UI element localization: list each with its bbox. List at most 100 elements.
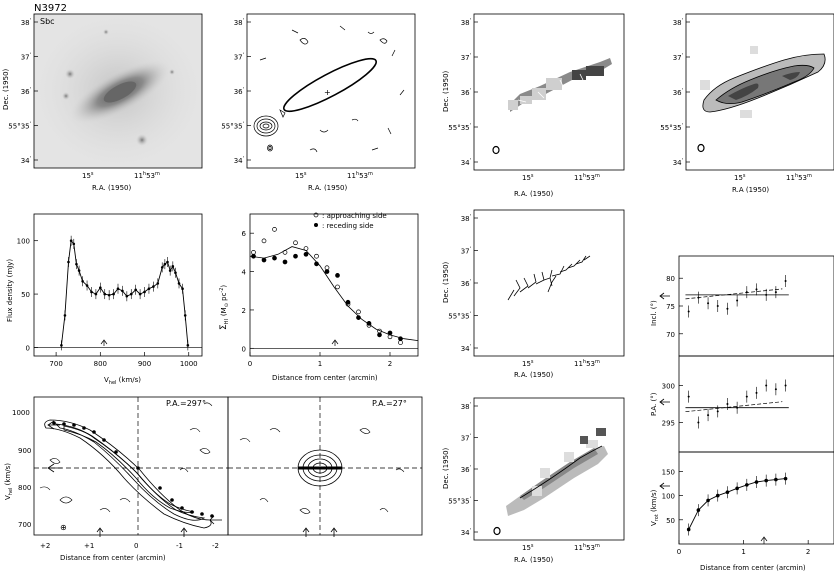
dec-tick-sec: '	[470, 497, 471, 503]
dec-tick-min: 34	[461, 345, 470, 353]
svg-text:1000: 1000	[12, 409, 30, 417]
dec-tick-label: 36'	[234, 87, 244, 96]
x-tick-label: 900	[138, 360, 151, 368]
ra-tick-main: 11	[134, 172, 143, 180]
y-tick-label: 50	[666, 517, 675, 525]
position-angle-point	[745, 395, 748, 398]
profile-point	[112, 292, 115, 296]
profile-point	[163, 262, 167, 266]
pv-major-pa-label: P.A.=297°	[166, 399, 206, 408]
approaching-point	[314, 253, 319, 259]
profile-point	[143, 290, 146, 294]
dec-tick-label: 34'	[461, 344, 471, 353]
x-tick-label: 800	[94, 360, 107, 368]
profile-point	[171, 265, 175, 268]
position-angle-point	[707, 414, 710, 417]
position-angle-point	[736, 406, 739, 409]
dec-axis-label: Dec. (1950)	[2, 68, 10, 110]
rotation-point	[715, 493, 720, 498]
profile-point	[174, 271, 177, 275]
x-tick-label: 0	[677, 548, 681, 556]
dec-tick-sec: '	[470, 88, 471, 94]
profile-point	[69, 239, 73, 242]
dec-tick-min: 35	[21, 123, 30, 131]
dec-tick-min: 38	[461, 19, 470, 27]
sky-map-labels: 38'37'36'55°35'34'Dec. (1950)15s 11h53m38…	[2, 18, 812, 564]
dec-tick-label: 36'	[461, 465, 471, 474]
dec-axis-label: Dec. (1950)	[442, 261, 450, 303]
dec-tick-min: 35	[461, 124, 470, 132]
panel-surface-density: 0 1 2 0 2 4 6 : approaching side : receding si…	[219, 212, 419, 382]
pv-major-xticks: +2 +1 0 -1 -2	[40, 542, 219, 550]
dec-tick-label: 38'	[461, 214, 471, 223]
dec-tick-label: 55°35'	[448, 123, 471, 132]
dec-tick-label: 36'	[21, 87, 31, 96]
dec-tick-sec: '	[682, 18, 683, 24]
dec-tick-sec: '	[470, 465, 471, 471]
ra-tick-label: 11h53m	[574, 173, 600, 182]
legend-filled-marker	[314, 223, 318, 227]
ra-tick-main: 15	[522, 544, 531, 552]
dec-tick-min: 35	[461, 313, 470, 321]
svg-text:900: 900	[18, 447, 31, 455]
dec-tick-sec: '	[30, 122, 31, 128]
dec-tick-sec: '	[682, 123, 683, 129]
panel-inclination: 70 75 80 Incl. (°)	[650, 255, 834, 357]
panel-tilted-ring	[473, 209, 625, 357]
dec-tick-label: 55°35'	[8, 122, 31, 131]
profile-point	[138, 292, 142, 296]
dec-tick-min: 34	[21, 157, 30, 165]
inclination-point	[774, 291, 777, 294]
dec-tick-min: 36	[673, 89, 682, 97]
x-tick-label: 2	[806, 548, 810, 556]
ra-axis-label: R.A. (1950)	[514, 190, 554, 198]
profile-point	[181, 287, 184, 291]
dec-tick-sec: '	[470, 402, 471, 408]
profile-point	[60, 344, 63, 347]
y-tick-label: 4	[242, 269, 247, 277]
receding-point	[366, 321, 372, 326]
y-tick-label: 100	[662, 493, 675, 501]
dec-tick-min: 35	[673, 124, 682, 132]
ra-tick-sup: h	[356, 171, 359, 177]
x-tick-label: 700	[49, 360, 62, 368]
x-tick-label: 1000	[180, 360, 198, 368]
dec-tick-label: 38'	[21, 18, 31, 27]
profile-point	[67, 260, 70, 264]
ra-tick-main: 53	[798, 174, 807, 182]
dec-tick-sec: '	[470, 214, 471, 220]
dec-tick-min: 35	[461, 498, 470, 506]
dec-tick-label: 38'	[461, 18, 471, 27]
distance-axis-label-vr: Distance from center (arcmin)	[700, 564, 806, 572]
vrot-axis-label: Vrot (km/s)	[650, 489, 660, 526]
dec-tick-sec: '	[470, 123, 471, 129]
dec-tick-min: 36	[461, 466, 470, 474]
profile-point	[77, 269, 81, 272]
profile-point	[81, 279, 84, 283]
ra-tick-sup: h	[583, 543, 586, 549]
dec-tick-label: 34'	[461, 158, 471, 167]
dec-tick-label: 37'	[461, 53, 471, 62]
profile-point	[168, 269, 172, 272]
ra-axis-label-2: R.A. (1950)	[308, 184, 348, 192]
panel-position-angle: 295 300 P.A. (°)	[650, 355, 834, 453]
dec-tick-label: 37'	[21, 53, 31, 62]
dec-tick-min: 37	[234, 54, 243, 62]
ra-axis-label: R.A. (1950)	[514, 556, 554, 564]
ra-tick-sup: m	[595, 543, 600, 549]
dec-tick-sec: '	[243, 18, 244, 24]
ra-tick-main: 15	[522, 360, 531, 368]
receding-point	[324, 269, 330, 274]
dec-tick-sec: '	[470, 434, 471, 440]
profile-point	[160, 266, 164, 269]
dec-tick-sec: '	[470, 53, 471, 59]
y-tick-label: 80	[666, 275, 675, 283]
ra-tick-main: 11	[786, 174, 795, 182]
star-image	[65, 69, 75, 79]
ra-tick-sup: s	[531, 543, 534, 549]
ra-tick-main: 15	[295, 172, 304, 180]
inclination-point	[765, 293, 768, 296]
ra-axis-label-4: R.A (1950)	[732, 186, 769, 194]
profile-point	[186, 344, 190, 347]
